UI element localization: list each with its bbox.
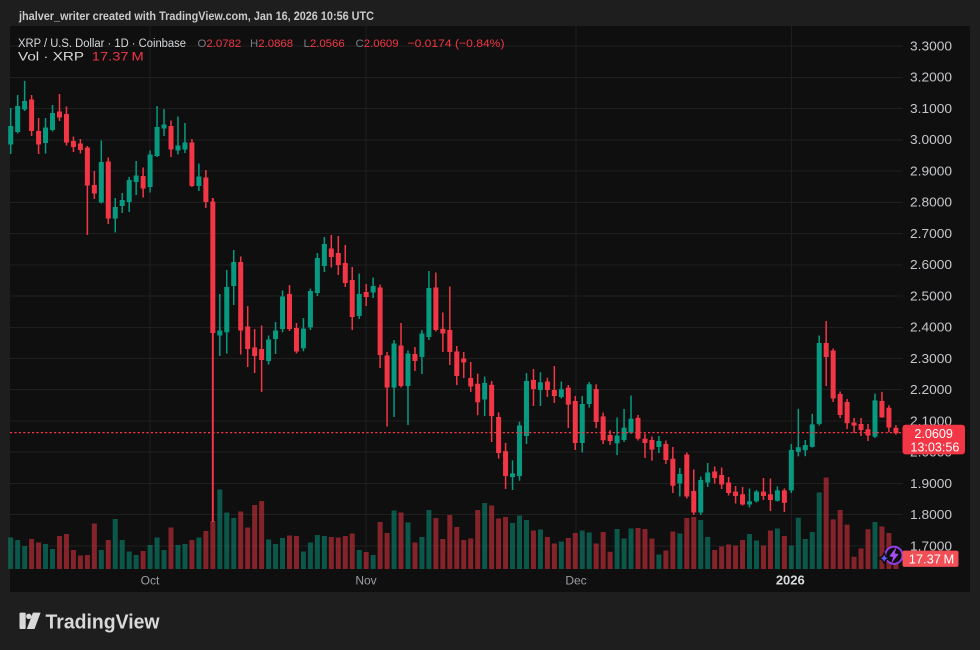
svg-text:3.2000: 3.2000 [910, 71, 952, 85]
svg-text:2.8000: 2.8000 [910, 196, 952, 210]
svg-text:17.37 M: 17.37 M [92, 49, 144, 63]
svg-text:17.37 M: 17.37 M [909, 551, 955, 566]
svg-text:3.0000: 3.0000 [910, 133, 952, 147]
svg-text:2.9000: 2.9000 [910, 165, 952, 179]
svg-text:L2.0566: L2.0566 [304, 38, 345, 50]
svg-text:13:03:56: 13:03:56 [910, 440, 959, 454]
svg-text:2.4000: 2.4000 [910, 321, 952, 335]
svg-text:2.3000: 2.3000 [910, 352, 952, 366]
svg-text:2026: 2026 [776, 573, 805, 588]
svg-text:2.2000: 2.2000 [910, 383, 952, 397]
svg-text:2.7000: 2.7000 [910, 227, 952, 241]
svg-text:H2.0868: H2.0868 [250, 38, 293, 50]
svg-text:2.0609: 2.0609 [914, 427, 953, 441]
svg-text:−0.0174 (−0.84%): −0.0174 (−0.84%) [408, 38, 505, 50]
svg-text:Vol · XRP: Vol · XRP [18, 49, 84, 63]
svg-text:XRP / U.S. Dollar · 1D · Coinb: XRP / U.S. Dollar · 1D · Coinbase [18, 36, 186, 50]
svg-text:1.8000: 1.8000 [910, 508, 952, 522]
svg-text:1.9000: 1.9000 [910, 477, 952, 491]
svg-text:Oct: Oct [141, 574, 160, 588]
svg-text:3.1000: 3.1000 [910, 102, 952, 116]
svg-text:Nov: Nov [355, 574, 376, 588]
svg-text:2.6000: 2.6000 [910, 258, 952, 272]
svg-text:jhalver_writer created with Tr: jhalver_writer created with TradingView.… [18, 9, 374, 23]
svg-text:TradingView: TradingView [46, 611, 160, 634]
svg-text:3.3000: 3.3000 [910, 40, 952, 54]
svg-text:2.5000: 2.5000 [910, 289, 952, 303]
svg-text:C2.0609: C2.0609 [356, 38, 399, 50]
svg-text:Dec: Dec [565, 574, 586, 588]
svg-text:1.7000: 1.7000 [910, 539, 952, 553]
svg-text:O2.0782: O2.0782 [198, 38, 242, 50]
